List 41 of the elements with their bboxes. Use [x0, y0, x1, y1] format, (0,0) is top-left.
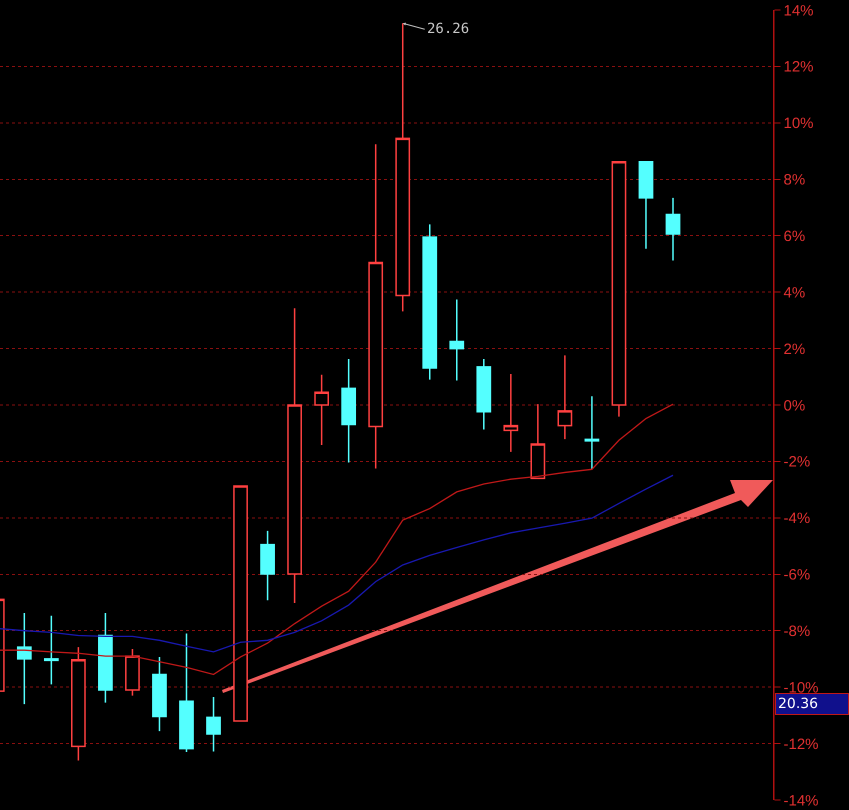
candlestick [233, 485, 248, 722]
y-tick-label: 12% [784, 58, 814, 76]
y-tick-label: -6% [784, 566, 810, 584]
y-tick-label: 0% [784, 397, 806, 414]
candlestick [152, 656, 167, 732]
candlestick [287, 307, 302, 604]
candlestick [98, 612, 113, 704]
candlestick [260, 530, 275, 601]
y-tick-label: -14% [784, 792, 819, 810]
candlestick [44, 615, 59, 686]
y-tick-label: -12% [784, 736, 819, 753]
candlestick [584, 396, 600, 470]
candlestick [16, 612, 32, 705]
candlestick [368, 144, 384, 470]
candlestick [449, 298, 464, 382]
y-tick-label: -4% [784, 510, 810, 528]
candlestick [206, 696, 221, 752]
candlestick [503, 373, 518, 453]
candlestick [314, 374, 329, 446]
candlestick [179, 632, 194, 753]
candlestick [638, 161, 654, 250]
y-tick-label: -10% [784, 679, 819, 696]
y-tick-label: 14% [784, 2, 814, 20]
y-tick-label: 8% [784, 172, 806, 189]
candlestick [530, 403, 546, 480]
candlestick [612, 161, 626, 418]
y-tick-label: -8% [784, 622, 810, 640]
candlestick [125, 648, 140, 696]
candlestick [476, 358, 492, 430]
y-tick-label: 6% [784, 228, 806, 245]
candlestick [558, 354, 572, 440]
y-tick-label: 2% [784, 340, 806, 358]
y-tick-label: 4% [784, 284, 806, 302]
candlestick [341, 358, 356, 464]
annotation: 26.26 [427, 21, 470, 37]
candlestick [666, 197, 680, 262]
text: 20.36 [778, 696, 818, 712]
y-tick-label: -2% [784, 454, 810, 471]
candlestick [71, 646, 86, 762]
candlestick [422, 224, 438, 380]
y-tick-label: 10% [784, 115, 814, 132]
